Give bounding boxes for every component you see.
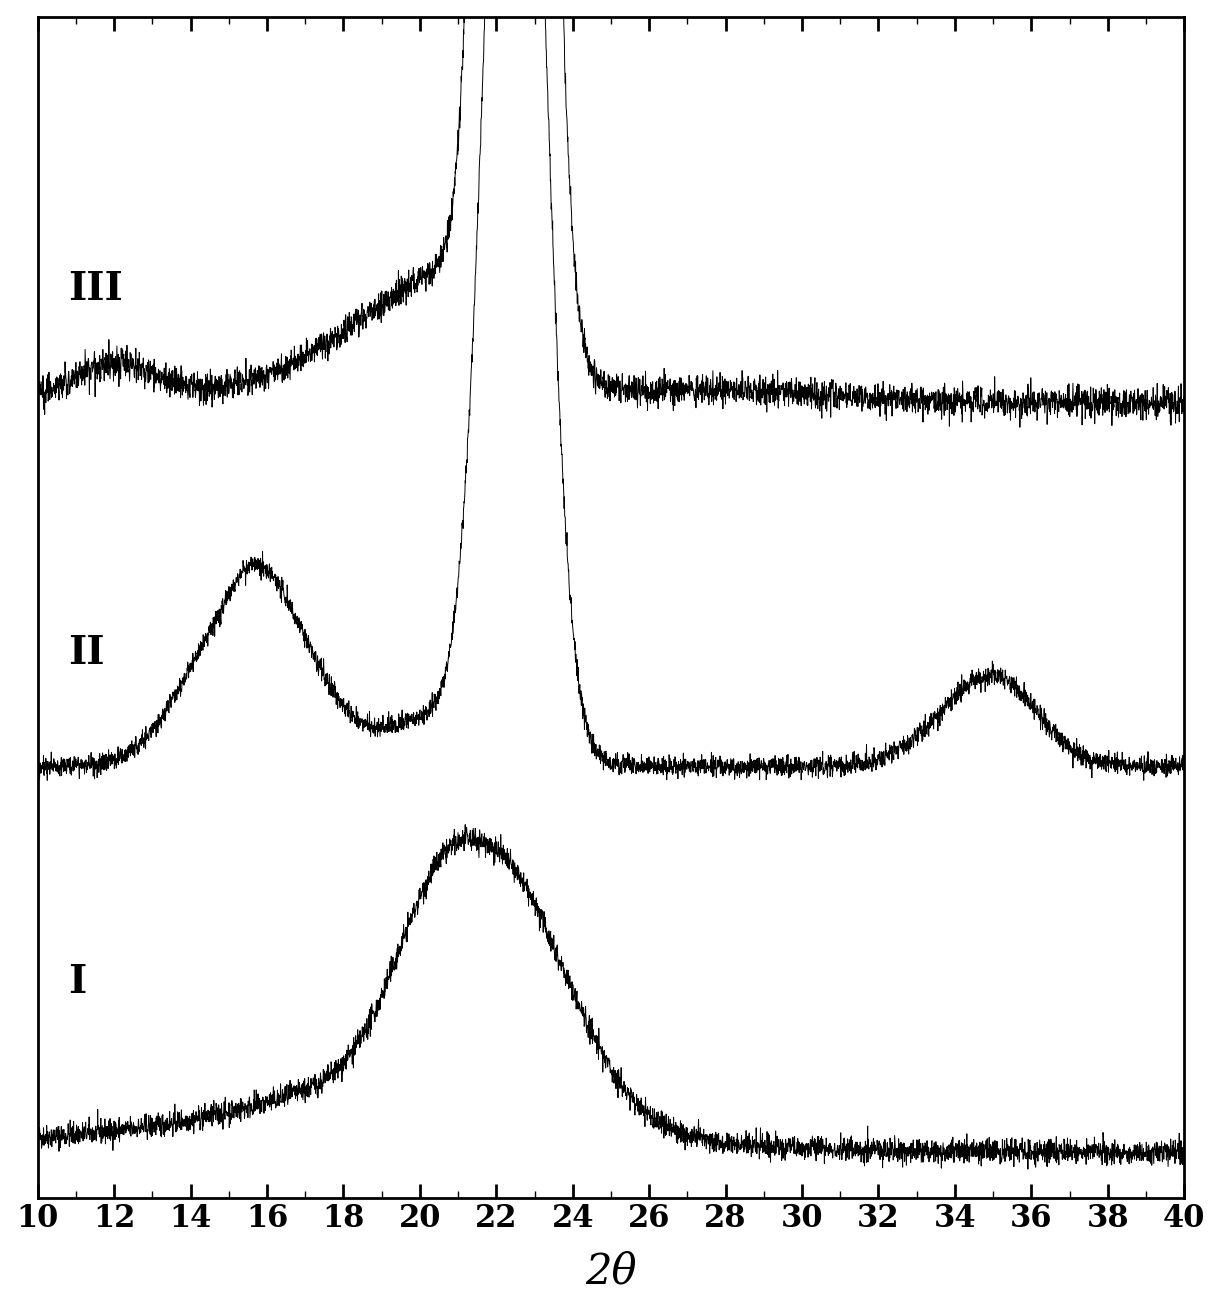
- X-axis label: 2θ: 2θ: [585, 1250, 637, 1292]
- Text: I: I: [68, 963, 87, 1001]
- Text: III: III: [68, 270, 123, 308]
- Text: II: II: [68, 634, 105, 672]
